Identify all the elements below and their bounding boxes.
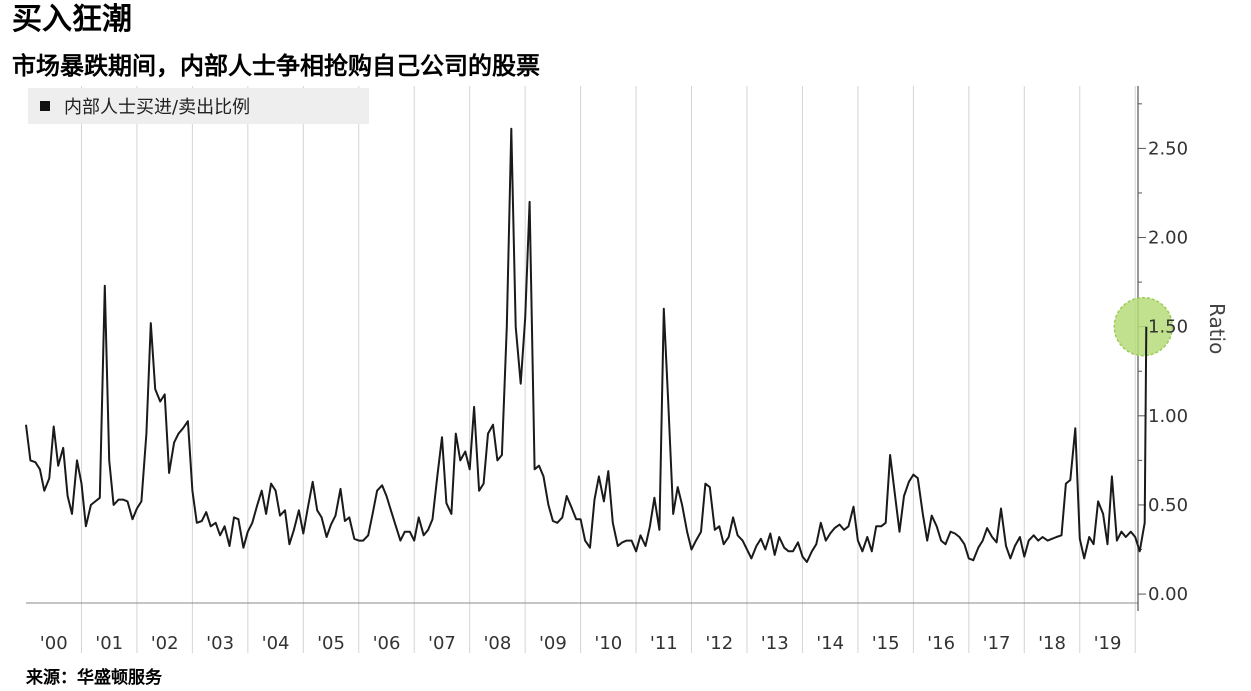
legend-swatch [40,101,50,111]
x-tick-label: '01 [95,633,123,654]
x-tick-label: '13 [761,633,789,654]
tick-labels: 0.00 0.50 1.00 1.50 2.00 2.50 Ratio '00 '01 '02 '0… [40,138,1229,654]
x-tick-label: '16 [927,633,955,654]
x-tick-label: '10 [594,633,622,654]
x-tick-label: '15 [872,633,900,654]
source-note: 来源：华盛顿服务 [26,668,162,688]
x-tick-label: '02 [151,633,179,654]
y-tick-label: 1.50 [1148,317,1188,338]
y-tick-label: 2.50 [1148,138,1188,159]
x-tick-label: '08 [483,633,511,654]
chart-subtitle: 市场暴跌期间，内部人士争相抢购自己公司的股票 [12,51,540,80]
x-tick-label: '06 [373,633,401,654]
grid-lines [80,86,1136,653]
highlight-circle [1113,296,1174,357]
y-axis-title: Ratio [1205,303,1229,354]
x-tick-label: '17 [983,633,1011,654]
x-tick-label: '14 [816,633,844,654]
y-tick-label: 2.00 [1148,228,1188,249]
x-tick-label: '07 [428,633,456,654]
axes [26,86,1146,611]
x-tick-label: '04 [262,633,290,654]
y-tick-label: 0.00 [1148,584,1188,605]
x-tick-label: '00 [40,633,68,654]
series-layer [25,127,1148,563]
y-tick-label: 1.00 [1148,406,1188,427]
series-line [25,127,1148,563]
x-tick-label: '12 [705,633,733,654]
chart-title: 买入狂潮 [12,2,132,37]
highlight-layer [1113,296,1174,357]
legend: 内部人士买进/卖出比例 [28,88,369,124]
x-tick-label: '03 [206,633,234,654]
x-tick-label: '05 [317,633,345,654]
x-tick-label: '11 [650,633,678,654]
y-tick-label: 0.50 [1148,495,1188,516]
x-tick-label: '19 [1094,633,1122,654]
x-tick-label: '18 [1038,633,1066,654]
legend-label: 内部人士买进/卖出比例 [64,97,251,118]
x-tick-label: '09 [539,633,567,654]
